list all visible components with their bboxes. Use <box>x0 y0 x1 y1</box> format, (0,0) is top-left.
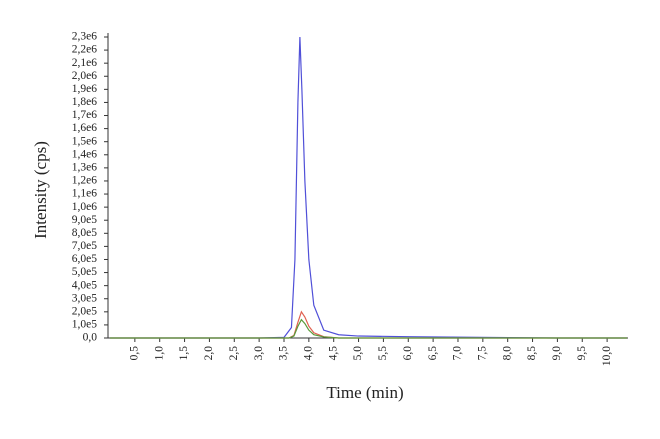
y-tick-label: 2,1e6 <box>72 57 97 69</box>
y-tick-label: 7,0e5 <box>72 240 97 252</box>
x-tick-label: 9,5 <box>576 346 588 361</box>
y-tick-label: 4,0e5 <box>72 279 97 291</box>
y-tick-label: 2,0e5 <box>72 305 97 317</box>
y-tick-label: 9,0e5 <box>72 214 97 226</box>
y-tick-label: 0,0 <box>83 332 98 344</box>
y-tick-label: 2,2e6 <box>72 44 97 56</box>
y-tick-label: 1,2e6 <box>72 175 97 187</box>
x-axis-label: Time (min) <box>326 383 403 402</box>
x-tick-label: 1,5 <box>178 346 190 361</box>
y-tick-label: 1,1e6 <box>72 188 97 200</box>
y-tick-label: 1,0e5 <box>72 319 97 331</box>
y-tick-label: 1,5e6 <box>72 135 97 147</box>
x-tick-label: 8,5 <box>526 346 538 361</box>
series-line <box>110 318 627 339</box>
y-tick-label: 8,0e5 <box>72 227 97 239</box>
x-tick-label: 2,0 <box>203 346 215 361</box>
x-tick-label: 7,5 <box>476 346 488 361</box>
x-tick-label: 10,0 <box>601 346 613 366</box>
y-tick-label: 1,8e6 <box>72 96 97 108</box>
x-tick-label: 2,5 <box>228 346 240 361</box>
x-tick-label: 5,0 <box>352 346 364 361</box>
x-tick-label: 5,5 <box>377 346 389 361</box>
y-tick-label: 6,0e5 <box>72 253 97 265</box>
y-tick-label: 1,6e6 <box>72 122 97 134</box>
y-tick-label: 2,3e6 <box>72 31 97 43</box>
x-tick-label: 3,5 <box>278 346 290 361</box>
x-tick-label: 1,0 <box>153 346 165 361</box>
y-axis-label: Intensity (cps) <box>31 141 50 239</box>
x-tick-label: 4,5 <box>327 346 339 361</box>
x-tick-label: 3,0 <box>253 346 265 361</box>
y-tick-label: 1,4e6 <box>72 148 97 160</box>
x-tick-label: 8,0 <box>501 346 513 361</box>
y-tick-label: 1,7e6 <box>72 109 97 121</box>
x-tick-label: 6,5 <box>427 346 439 361</box>
y-tick-label: 1,3e6 <box>72 162 97 174</box>
y-tick-label: 3,0e5 <box>72 292 97 304</box>
x-tick-label: 0,5 <box>128 346 140 361</box>
y-tick-label: 5,0e5 <box>72 266 97 278</box>
x-tick-label: 6,0 <box>402 346 414 361</box>
y-tick-label: 1,9e6 <box>72 83 97 95</box>
series-line <box>110 36 627 339</box>
y-tick-label: 2,0e6 <box>72 70 97 82</box>
y-tick-label: 1,0e6 <box>72 201 97 213</box>
x-tick-label: 4,0 <box>302 346 314 361</box>
x-tick-label: 7,0 <box>452 346 464 361</box>
x-tick-label: 9,0 <box>551 346 563 361</box>
series-line <box>110 310 627 339</box>
